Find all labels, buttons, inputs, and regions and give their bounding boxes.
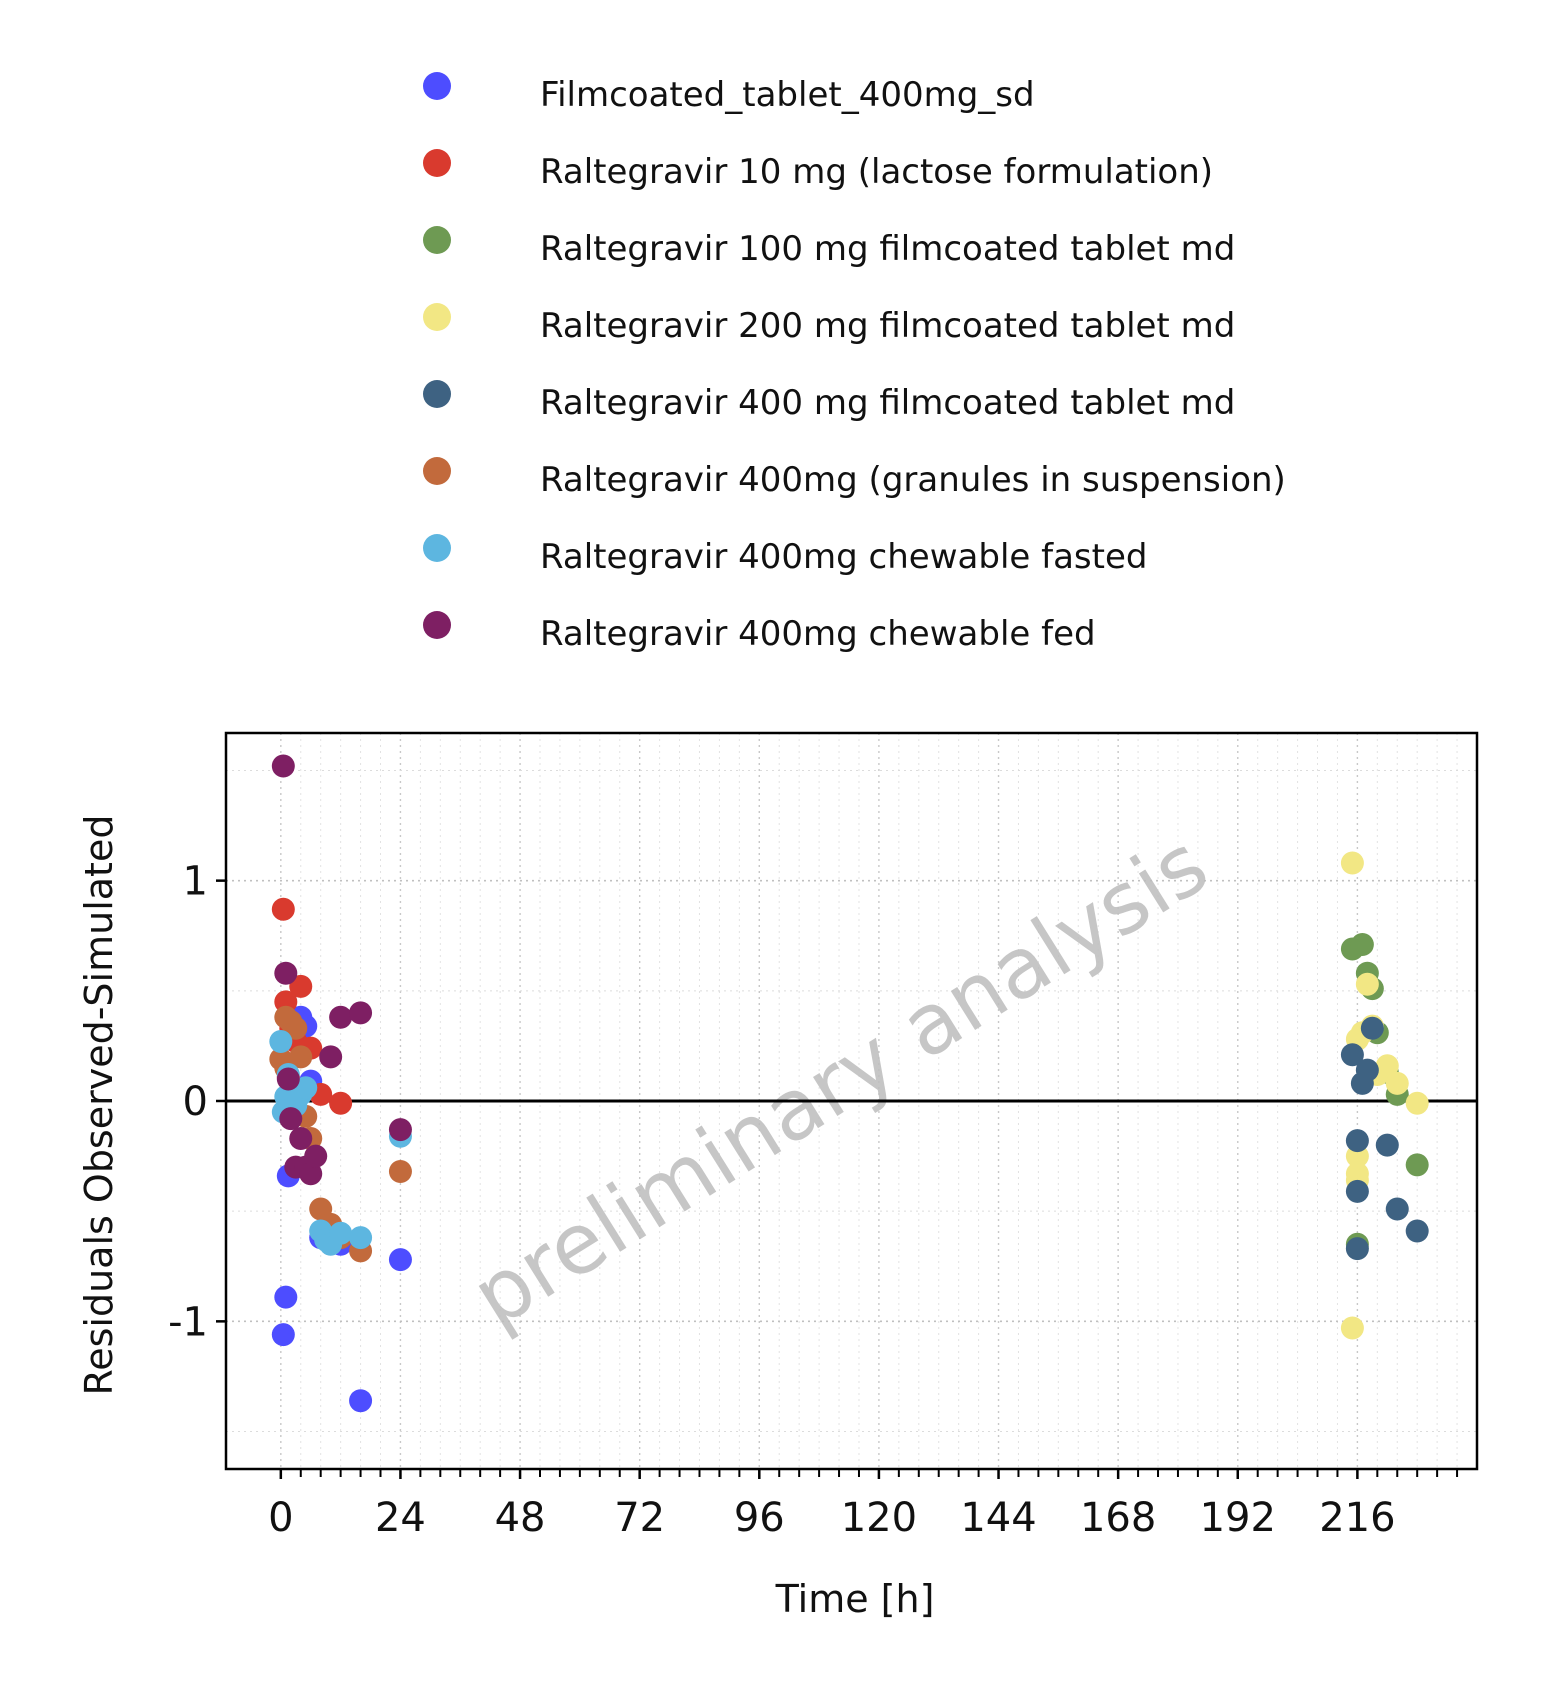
legend-marker-3 [423, 303, 451, 331]
legend-marker-5 [423, 457, 451, 485]
x-tick-label: 0 [268, 1495, 293, 1541]
data-point-series-3 [1340, 1316, 1364, 1340]
x-tick-label: 24 [375, 1495, 426, 1541]
data-point-series-7 [299, 1162, 323, 1186]
data-point-series-3 [1385, 1071, 1409, 1095]
data-point-series-4 [1345, 1237, 1369, 1261]
x-tick-label: 72 [614, 1495, 665, 1541]
legend-label-3: Raltegravir 200 mg filmcoated tablet md [540, 306, 1235, 346]
data-point-series-2 [1405, 1153, 1429, 1177]
data-point-series-1 [329, 1091, 353, 1115]
data-point-series-1 [289, 974, 313, 998]
x-tick-label: 48 [495, 1495, 546, 1541]
data-point-series-5 [388, 1160, 412, 1184]
legend-label-0: Filmcoated_tablet_400mg_sd [540, 75, 1035, 115]
watermark-text: preliminary analysis [455, 815, 1224, 1346]
data-point-series-7 [279, 1107, 303, 1131]
data-point-series-3 [1375, 1054, 1399, 1078]
data-point-series-1 [271, 897, 295, 921]
y-tick-label: -1 [168, 1299, 208, 1345]
data-point-series-7 [271, 754, 295, 778]
legend-label-5: Raltegravir 400mg (granules in suspensio… [540, 460, 1286, 500]
legend-marker-6 [423, 534, 451, 562]
data-point-series-3 [1355, 972, 1379, 996]
x-tick-label: 144 [960, 1495, 1036, 1541]
y-tick-label: 0 [183, 1079, 208, 1125]
x-tick-label: 120 [841, 1495, 917, 1541]
data-point-series-2 [1350, 933, 1374, 957]
data-point-series-0 [274, 1285, 298, 1309]
x-axis-title: Time [h] [775, 1577, 935, 1621]
data-point-series-4 [1360, 1016, 1384, 1040]
data-point-series-6 [269, 1030, 293, 1054]
data-point-series-7 [276, 1067, 300, 1091]
legend-marker-0 [423, 72, 451, 100]
data-points [269, 754, 1429, 1413]
data-point-series-4 [1345, 1179, 1369, 1203]
legend-label-2: Raltegravir 100 mg filmcoated tablet md [540, 229, 1235, 269]
y-tick-label: 1 [183, 859, 208, 905]
legend-label-1: Raltegravir 10 mg (lactose formulation) [540, 152, 1213, 192]
data-point-series-7 [289, 1126, 313, 1150]
data-point-series-0 [388, 1248, 412, 1272]
data-point-series-7 [304, 1144, 328, 1168]
data-point-series-4 [1340, 1043, 1364, 1067]
data-point-series-4 [1345, 1129, 1369, 1153]
y-axis-title: Residuals Observed-Simulated [77, 815, 121, 1396]
data-point-series-6 [294, 1076, 318, 1100]
legend-label-4: Raltegravir 400 mg filmcoated tablet md [540, 383, 1235, 423]
data-point-series-3 [1405, 1091, 1429, 1115]
data-point-series-6 [349, 1226, 373, 1250]
data-point-series-4 [1405, 1219, 1429, 1243]
axes: 0 24 48 72 96 120 144 168 192 216 1 0 -1 [168, 859, 1459, 1541]
data-point-series-7 [349, 1001, 373, 1025]
data-point-series-7 [319, 1045, 343, 1069]
x-tick-label: 168 [1080, 1495, 1156, 1541]
legend-label-6: Raltegravir 400mg chewable fasted [540, 537, 1147, 577]
chart-legend: Filmcoated_tablet_400mg_sd Raltegravir 10… [423, 72, 1286, 654]
data-point-series-7 [329, 1005, 353, 1029]
data-point-series-7 [274, 961, 298, 985]
legend-marker-7 [423, 611, 451, 639]
data-point-series-6 [329, 1221, 353, 1245]
data-point-series-4 [1375, 1133, 1399, 1157]
legend-marker-2 [423, 226, 451, 254]
legend-marker-1 [423, 149, 451, 177]
data-point-series-7 [388, 1118, 412, 1142]
x-tick-label: 96 [734, 1495, 785, 1541]
data-point-series-4 [1355, 1058, 1379, 1082]
data-point-series-0 [349, 1389, 373, 1413]
data-point-series-5 [284, 1016, 308, 1040]
data-point-series-3 [1340, 851, 1364, 875]
x-tick-label: 192 [1200, 1495, 1276, 1541]
x-tick-label: 216 [1319, 1495, 1395, 1541]
data-point-series-4 [1385, 1197, 1409, 1221]
legend-marker-4 [423, 380, 451, 408]
data-point-series-5 [289, 1045, 313, 1069]
legend-label-7: Raltegravir 400mg chewable fed [540, 614, 1096, 654]
data-point-series-0 [271, 1323, 295, 1347]
